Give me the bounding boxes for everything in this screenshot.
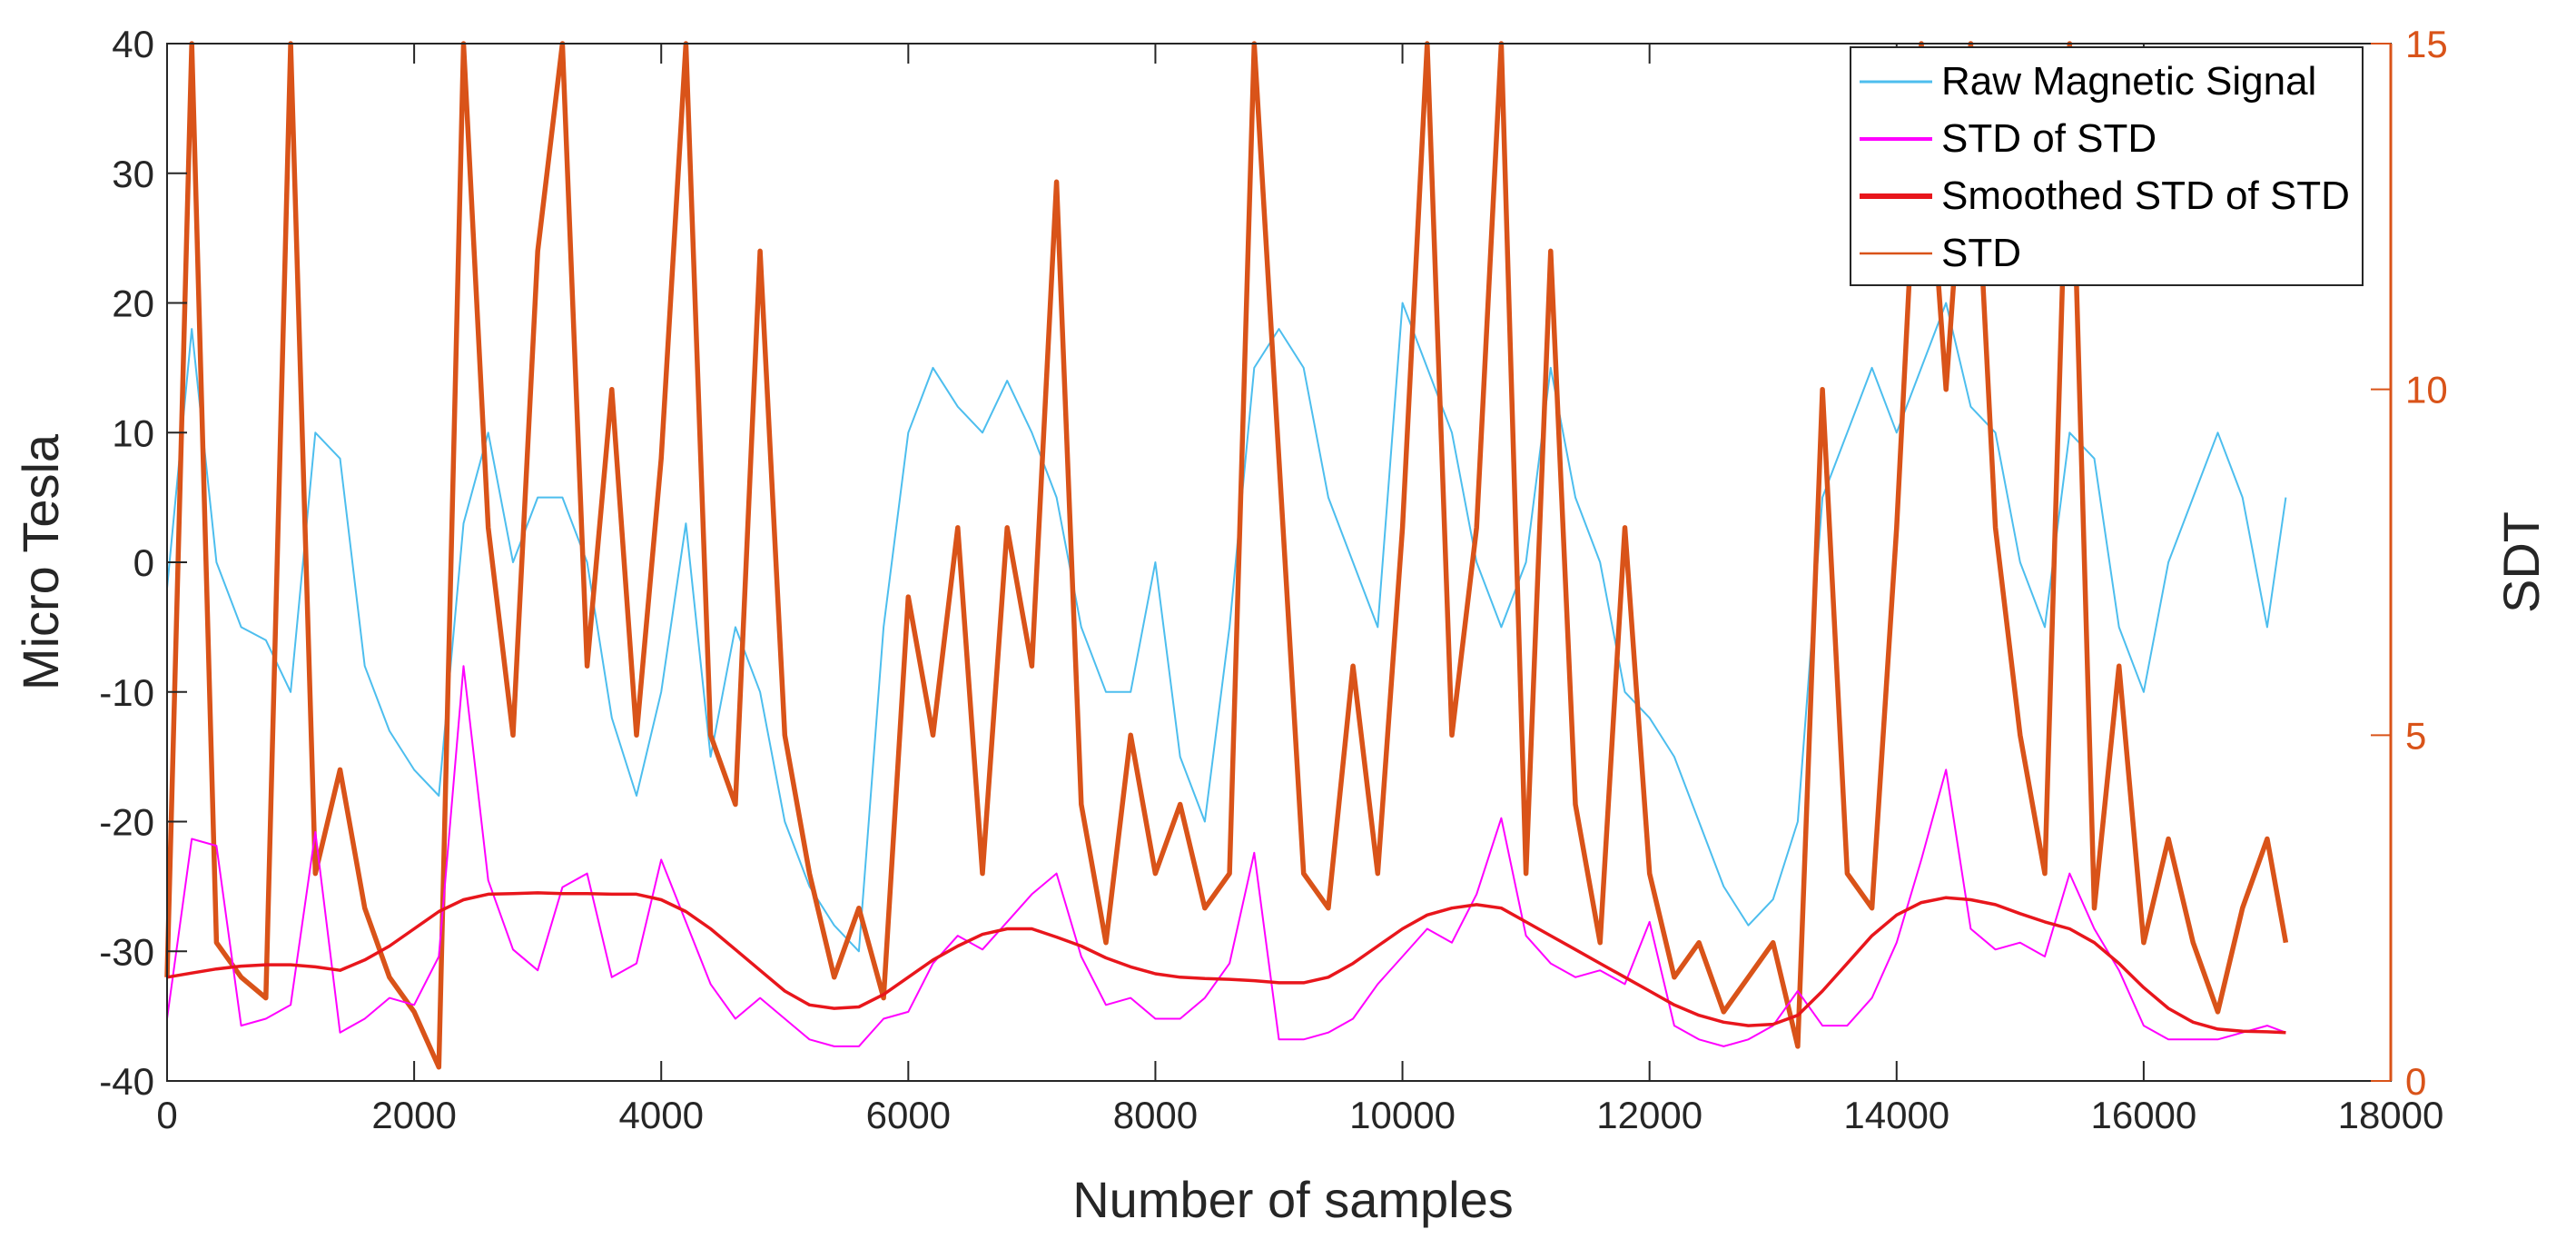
x-axis: 0 2000 4000 6000 8000 10000 12000 14000 16000 180… xyxy=(156,44,2443,1136)
y-axis-left-title: Micro Tesla xyxy=(12,433,69,690)
legend-label-raw-magnetic-signal: Raw Magnetic Signal xyxy=(1941,59,2316,104)
y-left-tick-label: 40 xyxy=(112,23,154,65)
legend-label-std-of-std: STD of STD xyxy=(1941,116,2157,161)
x-tick-label: 12000 xyxy=(1596,1094,1703,1136)
y-left-tick-label: 10 xyxy=(112,411,154,454)
y-left-tick-label: -30 xyxy=(99,930,154,973)
y-right-tick-label: 0 xyxy=(2405,1060,2426,1103)
x-tick-label: 4000 xyxy=(619,1094,704,1136)
y-axis-right-title: SDT xyxy=(2492,511,2550,613)
legend-label-std: STD xyxy=(1941,231,2021,275)
x-tick-label: 6000 xyxy=(866,1094,951,1136)
x-tick-label: 2000 xyxy=(371,1094,456,1136)
y-left-tick-label: 20 xyxy=(112,283,154,325)
x-tick-label: 16000 xyxy=(2090,1094,2196,1136)
x-tick-label: 0 xyxy=(156,1094,177,1136)
legend: Raw Magnetic Signal STD of STD Smoothed … xyxy=(1850,46,2364,286)
y-left-tick-label: -10 xyxy=(99,671,154,714)
y-left-tick-label: 30 xyxy=(112,153,154,195)
x-axis-title: Number of samples xyxy=(1072,1171,1514,1228)
series-line-std-of-std xyxy=(166,665,2286,1047)
legend-label-smoothed-std-of-std: Smoothed STD of STD xyxy=(1941,173,2350,218)
x-tick-label: 8000 xyxy=(1113,1094,1198,1136)
y-left-tick-label: -20 xyxy=(99,801,154,844)
legend-box xyxy=(1850,46,2364,286)
x-tick-label: 10000 xyxy=(1349,1094,1456,1136)
y-right-tick-label: 15 xyxy=(2405,23,2448,65)
y-left-tick-label: 0 xyxy=(133,541,154,584)
x-tick-label: 14000 xyxy=(1843,1094,1949,1136)
y-left-tick-label: -40 xyxy=(99,1060,154,1103)
y-axis-left: -40 -30 -20 -10 0 10 20 30 40 xyxy=(99,23,187,1103)
series-line-smoothed-std-of-std xyxy=(166,891,2286,1035)
y-axis-right: 0 5 10 15 xyxy=(2371,23,2448,1103)
y-right-tick-label: 10 xyxy=(2405,369,2448,411)
y-right-tick-label: 5 xyxy=(2405,714,2426,757)
x-tick-label: 18000 xyxy=(2338,1094,2444,1136)
